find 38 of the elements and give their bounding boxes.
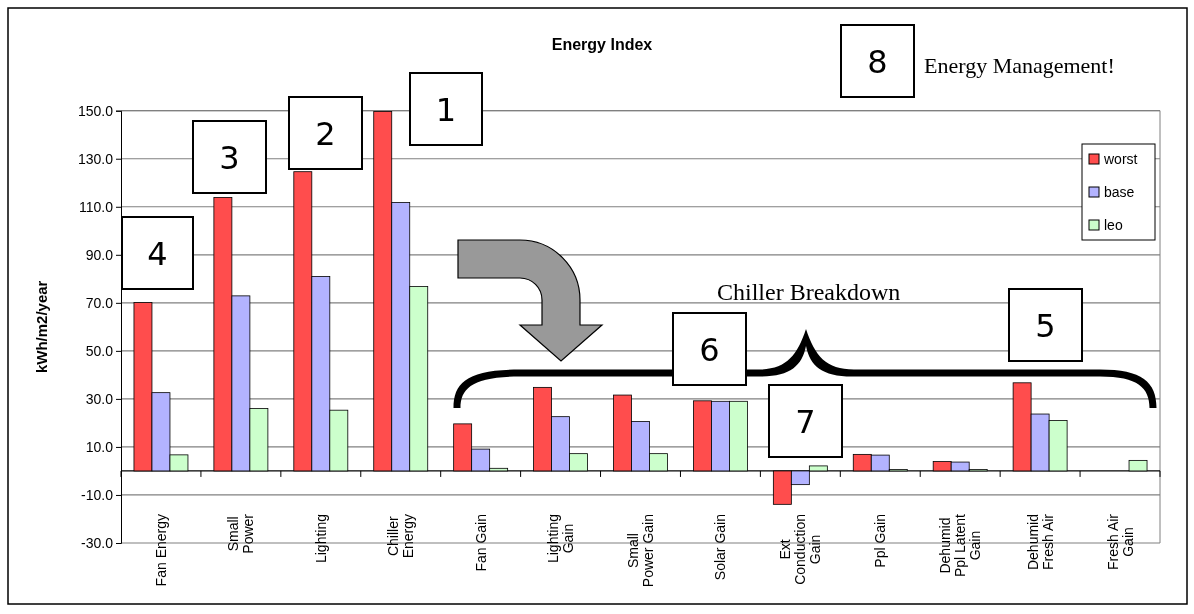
annotation: Chiller Breakdown (717, 279, 901, 305)
y-tick-label: 70.0 (85, 294, 114, 311)
x-tick-label: Small Power (225, 513, 257, 554)
x-tick-label: Fan Energy (152, 514, 169, 587)
annotation: 3 (219, 139, 240, 177)
x-tick-label: Lighting (312, 514, 329, 564)
legend-label: worst (1103, 151, 1138, 167)
x-tick-label: Fresh Air Gain (1104, 513, 1136, 571)
text: Energy Management! (924, 53, 1115, 78)
annotation: 7 (795, 403, 816, 441)
legend-label: leo (1104, 217, 1123, 233)
y-tick-label: 90.0 (85, 246, 114, 263)
y-tick-label: 150.0 (77, 102, 114, 119)
y-tick-label: -10.0 (81, 486, 114, 503)
annotation: 5 (1035, 307, 1056, 345)
x-tick-label: Dehumid Fresh Air (1024, 513, 1056, 571)
y-tick-label: 10.0 (85, 438, 114, 455)
x-tick-label: Fan Gain (472, 514, 489, 572)
x-tick-label: Lighting Gain (545, 514, 577, 564)
x-tick-label: Dehumid Ppl Latent Gain (937, 513, 984, 578)
y-tick-label: 110.0 (79, 198, 114, 215)
x-tick-label: Ppl Gain (872, 514, 889, 568)
annotation: 1 (435, 91, 457, 129)
y-tick-label: 50.0 (85, 342, 114, 359)
text: 8 (867, 43, 888, 81)
x-tick-label: Ext Conduction Gain (777, 514, 824, 585)
y-tick-label: 30.0 (85, 390, 114, 407)
y-axis-title: kWh/m2/year (33, 280, 50, 374)
annotation: 6 (699, 331, 720, 369)
x-tick-label: Small Power Gain (625, 514, 656, 588)
annotation: 4 (147, 235, 168, 273)
chart-title: Energy Index (551, 36, 653, 53)
legend-label: base (1104, 184, 1135, 200)
y-tick-label: 130.0 (77, 150, 114, 167)
x-tick-label: Chiller Energy (385, 514, 417, 559)
y-tick-label: -30.0 (81, 534, 114, 551)
annotation: 2 (315, 115, 336, 153)
x-tick-label: Solar Gain (712, 514, 729, 581)
